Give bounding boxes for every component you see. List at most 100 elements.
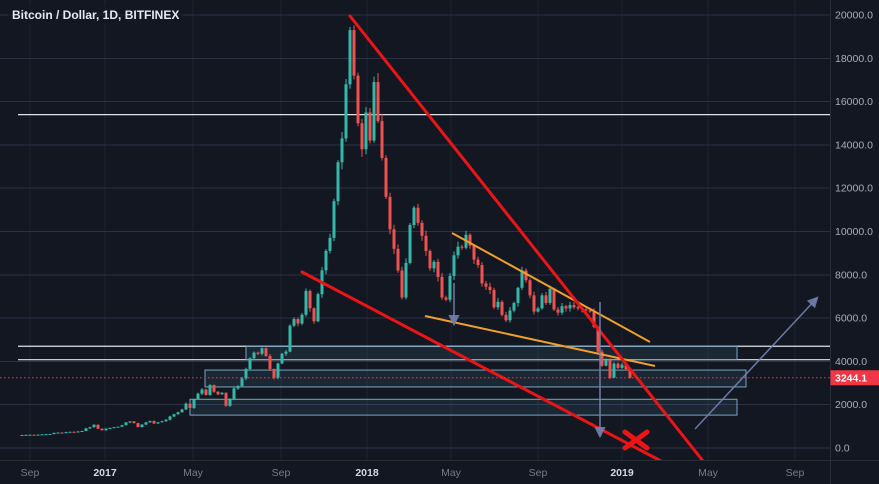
- candle-body: [368, 112, 372, 141]
- candle-body: [544, 295, 548, 303]
- candle-body: [176, 412, 180, 415]
- price-tick-label: 2000.0: [835, 399, 867, 411]
- candle-body: [584, 309, 588, 311]
- time-tick-label: May: [183, 467, 204, 479]
- candle-body: [44, 434, 48, 436]
- candle-body: [252, 352, 256, 359]
- candle-body: [152, 420, 156, 424]
- x-marker[interactable]: [622, 429, 650, 451]
- candle-body: [352, 30, 356, 76]
- candle-body: [240, 378, 244, 387]
- time-tick-label: 2017: [93, 467, 117, 479]
- candle-body: [52, 432, 56, 435]
- candle-body: [60, 432, 64, 434]
- candle-body: [608, 360, 612, 378]
- candle-body: [492, 289, 496, 308]
- candle-body: [348, 30, 352, 85]
- candle-body: [28, 434, 32, 436]
- candle-body: [232, 388, 236, 400]
- candle-body: [20, 435, 24, 437]
- candle-body: [376, 82, 380, 122]
- price-tick-label: 20000.0: [835, 10, 873, 22]
- candle-body: [364, 112, 368, 150]
- candle-body: [540, 295, 544, 309]
- time-tick-label: Sep: [21, 467, 40, 479]
- candle-body: [400, 270, 404, 298]
- candle-body: [84, 428, 88, 432]
- candle-body: [36, 434, 40, 436]
- candle-body: [264, 348, 268, 356]
- candle-body: [508, 310, 512, 321]
- current-price-label-text: 3244.1: [835, 372, 867, 384]
- candle-body: [140, 424, 144, 428]
- candle-body: [260, 348, 264, 354]
- candle-body: [456, 246, 460, 256]
- candle-body: [196, 393, 200, 400]
- candle-body: [204, 389, 208, 395]
- candle-body: [76, 431, 80, 433]
- candle-body: [448, 275, 452, 300]
- symbol-title[interactable]: Bitcoin / Dollar, 1D, BITFINEX: [8, 6, 184, 24]
- candle-body: [624, 364, 628, 369]
- trend-line-red[interactable]: [348, 14, 705, 463]
- candle-body: [48, 434, 52, 436]
- candle-body: [404, 262, 408, 298]
- price-axis-panel[interactable]: [830, 0, 879, 484]
- candle-body: [620, 364, 624, 368]
- candle-body: [440, 276, 444, 298]
- candle-body: [296, 319, 300, 324]
- candle-body: [604, 360, 608, 366]
- time-tick-label: Sep: [786, 467, 805, 479]
- candle-body: [280, 353, 284, 364]
- candle-body: [412, 207, 416, 226]
- candle-body: [276, 363, 280, 378]
- trend-line-orange[interactable]: [424, 315, 656, 367]
- candle-body: [124, 422, 128, 426]
- candle-body: [192, 399, 196, 408]
- candle-body: [108, 427, 112, 429]
- candle-body: [568, 305, 572, 309]
- candle-body: [388, 196, 392, 230]
- candle-body: [600, 351, 604, 366]
- candle-body: [372, 82, 376, 141]
- candle-body: [184, 403, 188, 410]
- candle-body: [224, 392, 228, 406]
- candle-body: [552, 288, 556, 310]
- candle-body: [420, 222, 424, 236]
- time-tick-label: 2018: [355, 467, 379, 479]
- candle-body: [80, 431, 84, 433]
- candle-body: [272, 368, 276, 378]
- candle-body: [460, 246, 464, 248]
- candle-body: [32, 434, 36, 436]
- candle-body: [112, 427, 116, 429]
- candle-body: [528, 280, 532, 296]
- candle-body: [468, 234, 472, 246]
- support-zone-box[interactable]: [245, 345, 738, 361]
- candle-body: [444, 297, 448, 300]
- arrow-annotation[interactable]: [694, 296, 819, 430]
- candle-body: [64, 432, 68, 434]
- price-tick-label: 18000.0: [835, 53, 873, 65]
- candle-body: [432, 261, 436, 269]
- candle-body: [268, 355, 272, 369]
- time-axis-panel[interactable]: [0, 460, 830, 484]
- candle-body: [312, 308, 316, 322]
- candle-body: [148, 420, 152, 423]
- candle-body: [532, 295, 536, 312]
- trend-line-orange[interactable]: [451, 232, 651, 343]
- candle-body: [556, 309, 560, 313]
- candle-body: [236, 386, 240, 389]
- candle-body: [328, 237, 332, 251]
- candle-body: [476, 259, 480, 266]
- candle-body: [136, 423, 140, 428]
- candle-body: [172, 414, 176, 417]
- candle-body: [244, 368, 248, 379]
- candle-body: [488, 286, 492, 290]
- candle-body: [436, 261, 440, 277]
- candle-body: [164, 419, 168, 422]
- support-zone-box[interactable]: [204, 369, 747, 388]
- time-tick-label: Sep: [272, 467, 291, 479]
